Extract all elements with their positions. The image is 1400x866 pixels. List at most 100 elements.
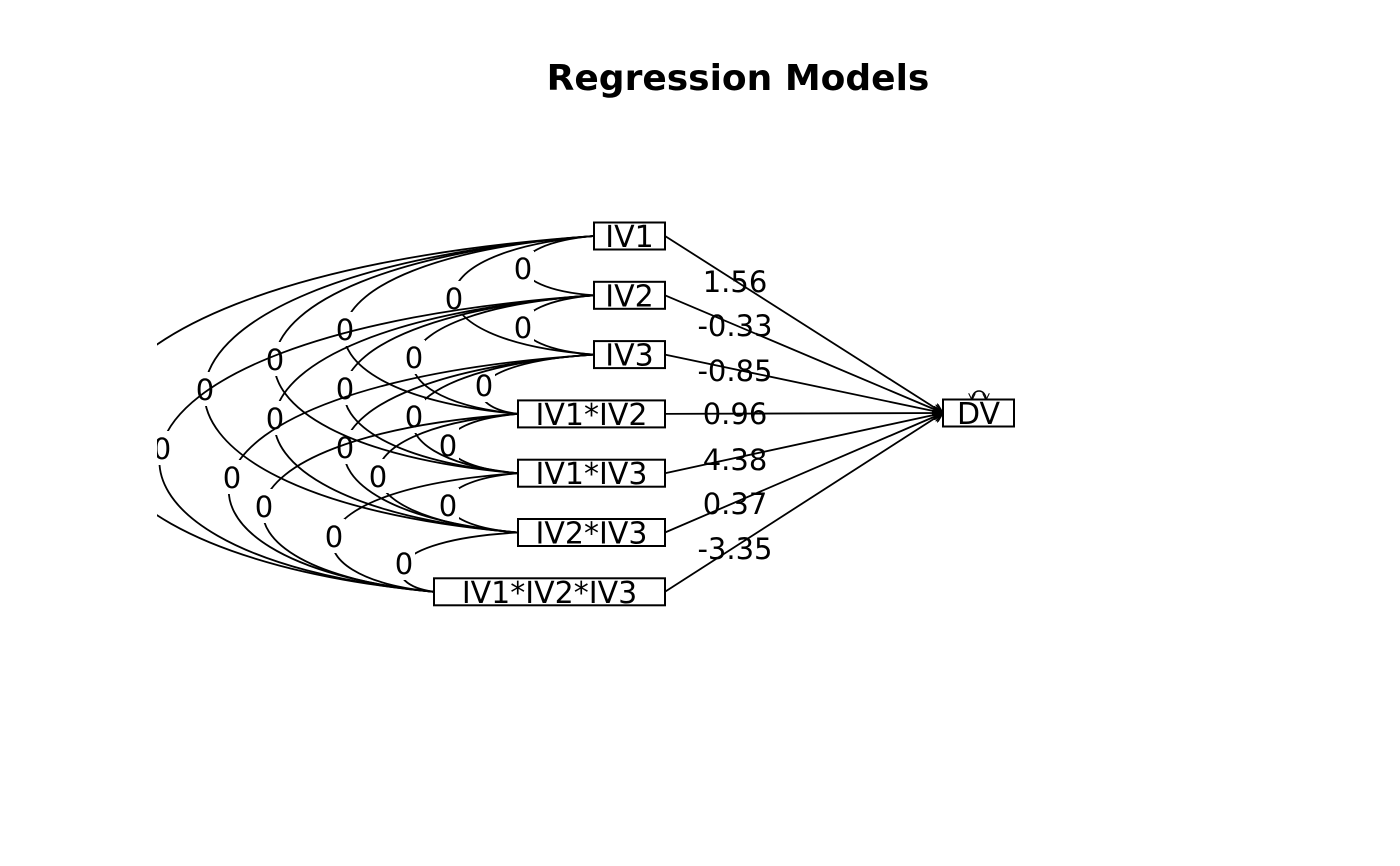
covariance-label-bg	[512, 251, 534, 285]
covariance-arc: 0	[437, 413, 519, 475]
covariance-label: 0	[266, 343, 284, 377]
regression-path: 1.56	[664, 235, 943, 413]
covariance-arc: 0	[393, 531, 519, 593]
node-iv1-x-iv2-x-iv3: IV1*IV2*IV3	[433, 576, 666, 611]
node-iv2: IV2	[593, 279, 666, 314]
path-coefficient-label: 0.37	[703, 487, 768, 521]
node-label: IV1	[605, 220, 653, 255]
covariance-label-bg	[443, 281, 465, 315]
covariance-curve	[157, 235, 595, 593]
path-coefficient-label: -0.33	[697, 309, 772, 343]
covariance-label: 0	[255, 490, 273, 524]
covariance-curve	[273, 235, 595, 475]
covariance-label-bg	[512, 310, 534, 344]
covariance-label: 0	[405, 400, 423, 434]
covariance-label: 0	[405, 341, 423, 375]
covariance-arc: 0	[512, 235, 595, 297]
regression-path: -0.85	[664, 353, 943, 413]
node-box	[593, 221, 666, 251]
covariance-label: 0	[325, 520, 343, 554]
node-iv3: IV3	[593, 339, 666, 374]
covariance-label: 0	[336, 431, 354, 465]
node-box	[517, 399, 666, 429]
covariance-label-bg	[437, 428, 459, 462]
covariance-arc: 0	[323, 472, 519, 593]
covariance-curve	[343, 294, 595, 475]
path-coefficient-label: 0.96	[703, 397, 768, 431]
node-label: IV3	[605, 339, 653, 374]
path-arrow	[664, 413, 943, 593]
path-arrow	[664, 413, 943, 534]
covariance-label: 0	[91, 398, 109, 432]
covariance-arc: 0	[334, 235, 595, 415]
node-box	[433, 577, 666, 607]
covariance-label: 0	[514, 311, 532, 345]
path-arrow	[664, 294, 943, 413]
path-coefficient-label: 1.56	[703, 265, 768, 299]
path-coefficient-label: 4.38	[703, 443, 768, 477]
node-box	[593, 280, 666, 310]
covariance-label: 0	[475, 369, 493, 403]
covariance-arc: 0	[443, 235, 595, 356]
covariance-arc: 0	[89, 235, 595, 593]
covariance-label: 0	[336, 372, 354, 406]
regression-path: -3.35	[664, 413, 943, 593]
covariance-label-bg	[221, 460, 243, 494]
covariance-label: 0	[514, 252, 532, 286]
covariance-label: 0	[266, 402, 284, 436]
node-label: IV1*IV2	[536, 398, 648, 433]
covariance-label-bg	[334, 371, 356, 405]
covariance-arc: 0	[403, 294, 595, 415]
node-label: DV	[957, 397, 1001, 432]
covariance-label: 0	[369, 460, 387, 494]
covariance-label-bg	[334, 312, 356, 346]
regression-path: -0.33	[664, 294, 943, 413]
node-dv: DV	[942, 390, 1015, 432]
covariance-label-bg	[393, 546, 415, 580]
covariance-label-bg	[323, 519, 345, 553]
path-coefficient-label: -0.85	[697, 354, 772, 388]
covariance-label: 0	[336, 313, 354, 347]
covariance-label-bg	[264, 401, 286, 435]
node-box	[593, 340, 666, 370]
covariance-label-bg	[403, 399, 425, 433]
node-label: IV2*IV3	[536, 517, 648, 552]
node-label: IV2	[605, 279, 653, 314]
path-arrow	[664, 353, 943, 413]
path-arrow	[664, 413, 943, 414]
node-iv1: IV1	[593, 220, 666, 255]
covariance-curve	[343, 353, 595, 534]
covariance-label-bg	[367, 459, 389, 493]
covariance-arc: 0	[153, 294, 595, 593]
path-arrow	[664, 235, 943, 413]
residual-variance-arrow	[972, 390, 986, 401]
covariance-arc: 0	[264, 235, 595, 475]
node-iv1-x-iv2: IV1*IV2	[517, 398, 666, 433]
covariance-label-bg	[437, 488, 459, 522]
covariance-label: 0	[439, 429, 457, 463]
covariance-label-bg	[473, 368, 495, 402]
covariance-curve	[331, 472, 519, 593]
diagram-title: Regression Models	[546, 58, 930, 99]
path-arrow	[664, 413, 943, 475]
covariance-label-bg	[89, 397, 111, 431]
node-label: IV1*IV3	[536, 457, 648, 492]
covariance-label: 0	[445, 282, 463, 316]
covariance-label-bg	[194, 372, 216, 406]
regression-path: 0.96	[664, 397, 943, 431]
covariance-arc: 0	[512, 294, 595, 356]
covariance-label: 0	[196, 373, 214, 407]
covariance-arc: 0	[403, 353, 595, 475]
regression-path: 0.37	[664, 413, 943, 534]
covariance-arc: 0	[194, 235, 595, 534]
covariance-label: 0	[153, 432, 171, 466]
covariance-label: 0	[223, 461, 241, 495]
node-iv1-x-iv3: IV1*IV3	[517, 457, 666, 492]
regression-path: 4.38	[664, 413, 943, 477]
node-box	[517, 518, 666, 547]
node-label: IV1*IV2*IV3	[462, 576, 637, 611]
covariance-label-bg	[264, 342, 286, 376]
covariance-label-bg	[403, 340, 425, 374]
covariance-label: 0	[395, 547, 413, 581]
